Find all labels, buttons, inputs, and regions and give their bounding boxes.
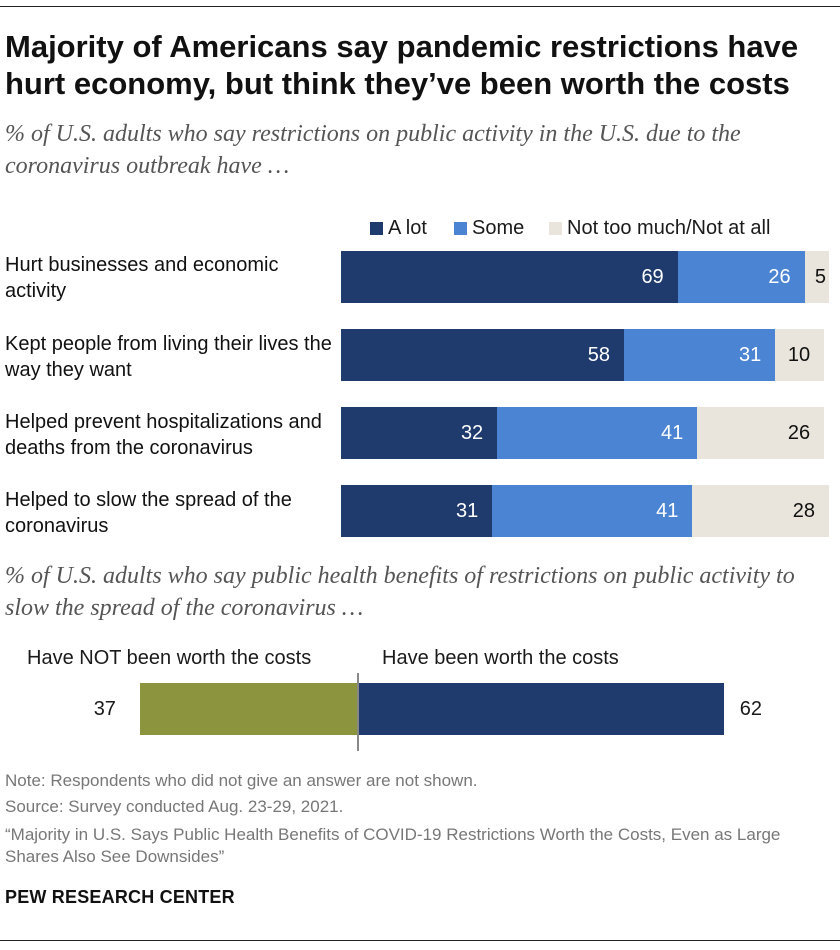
legend-label-some: Some bbox=[472, 217, 525, 239]
worth-bar-worth bbox=[358, 683, 724, 735]
worth-bar-not-worth bbox=[139, 683, 358, 735]
top-rule bbox=[0, 6, 840, 7]
row-label-slow-spread: Helped to slow the spread of the coronav… bbox=[5, 489, 292, 537]
legend-swatch-some bbox=[454, 221, 467, 235]
worth-label-not-worth: Have NOT been worth the costs bbox=[27, 647, 312, 669]
bar-segment-some-row-1: 26 bbox=[677, 251, 805, 303]
bar-segment-not-much-row-4: 28 bbox=[692, 485, 829, 537]
legend-label-not-much: Not too much/Not at all bbox=[567, 217, 771, 239]
bar-segment-a-lot-row-4: 31 bbox=[341, 485, 493, 537]
chart-subtitle-restrictions: % of U.S. adults who say restrictions on… bbox=[5, 121, 741, 179]
legend-swatch-not-much bbox=[549, 221, 562, 235]
chart-subtitle-worth: % of U.S. adults who say public health b… bbox=[5, 563, 795, 621]
legend-label-a-lot: A lot bbox=[388, 217, 427, 239]
pew-research-center-logo: PEW RESEARCH CENTER bbox=[5, 887, 235, 907]
bar-segment-not-much-row-2: 10 bbox=[775, 329, 825, 381]
bar-segment-a-lot-row-1: 69 bbox=[341, 251, 678, 303]
bar-segment-not-much-row-1: 5 bbox=[804, 251, 829, 303]
legend-item-some: Some bbox=[454, 216, 524, 240]
worth-divider-line bbox=[357, 673, 359, 751]
bar-segment-some-row-4: 41 bbox=[492, 485, 693, 537]
bottom-rule bbox=[0, 940, 840, 941]
bar-segment-not-much-row-3: 26 bbox=[697, 407, 825, 459]
legend-item-not-much: Not too much/Not at all bbox=[549, 216, 770, 240]
worth-value-worth: 62 bbox=[739, 698, 763, 720]
bar-segment-a-lot-row-3: 32 bbox=[341, 407, 498, 459]
chart-title: Majority of Americans say pandemic restr… bbox=[5, 29, 799, 101]
worth-label-worth: Have been worth the costs bbox=[382, 647, 619, 669]
row-label-kept-people: Kept people from living their lives the … bbox=[5, 333, 332, 381]
source-text: Source: Survey conducted Aug. 23-29, 202… bbox=[5, 797, 344, 816]
legend-swatch-a-lot bbox=[370, 221, 383, 235]
report-title-text: “Majority in U.S. Says Public Health Ben… bbox=[5, 825, 781, 866]
legend-item-a-lot: A lot bbox=[370, 216, 427, 240]
bar-segment-some-row-2: 31 bbox=[624, 329, 776, 381]
row-label-prevent-hospitalizations: Helped prevent hospitalizations and deat… bbox=[5, 411, 322, 459]
row-label-hurt-businesses: Hurt businesses and economic activity bbox=[5, 254, 279, 302]
bar-segment-some-row-3: 41 bbox=[497, 407, 698, 459]
note-text: Note: Respondents who did not give an an… bbox=[5, 771, 478, 790]
bar-segment-a-lot-row-2: 58 bbox=[341, 329, 624, 381]
worth-value-not-worth: 37 bbox=[93, 698, 116, 720]
